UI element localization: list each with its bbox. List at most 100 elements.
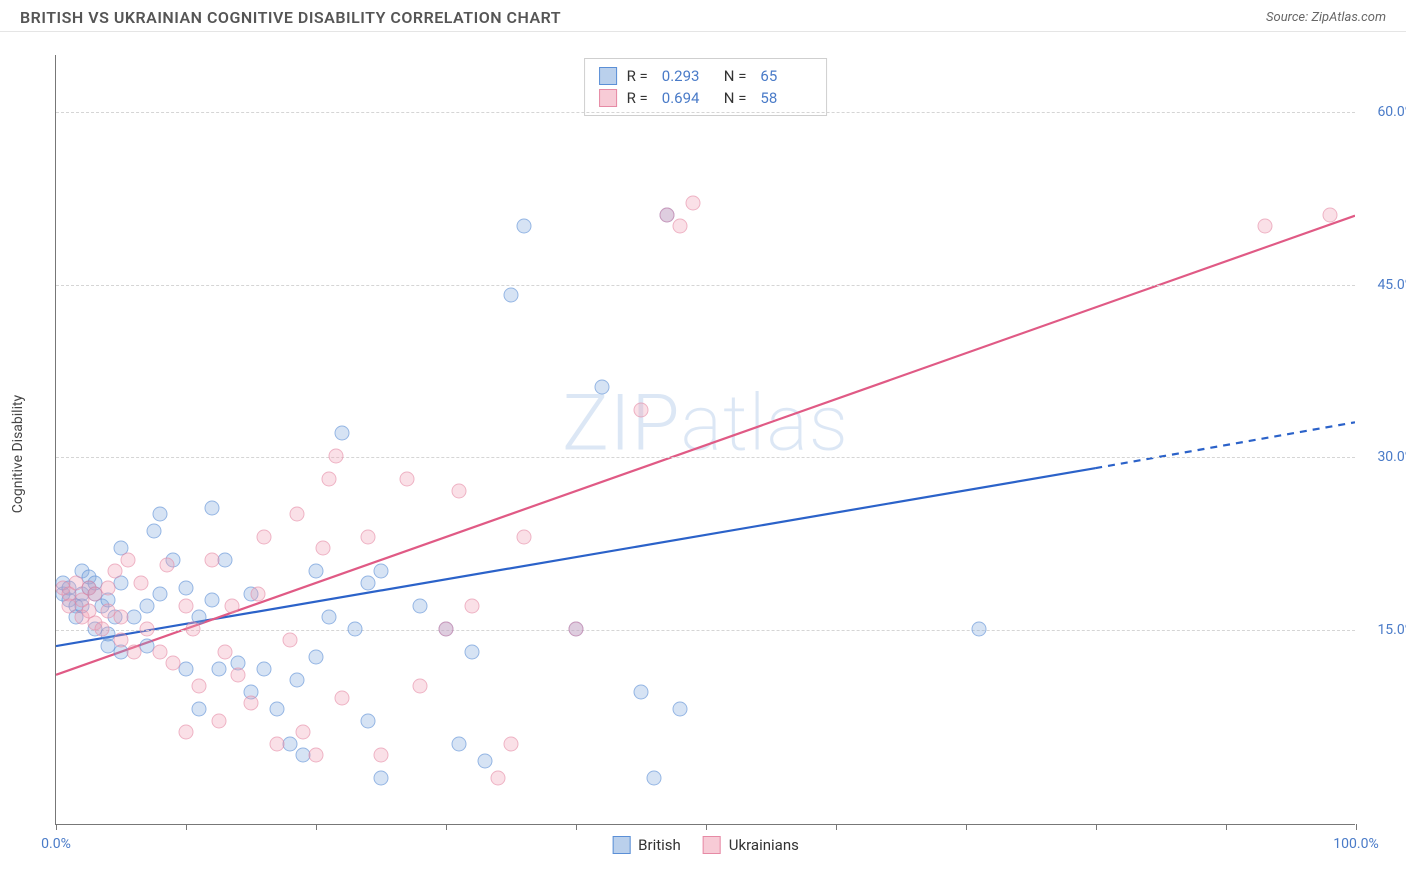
scatter-point <box>348 621 363 636</box>
x-tick <box>1226 824 1227 830</box>
y-axis-label: Cognitive Disability <box>10 395 26 513</box>
x-tick <box>56 824 57 830</box>
scatter-point <box>465 644 480 659</box>
n-value-british: 65 <box>760 67 812 85</box>
scatter-point <box>114 610 129 625</box>
scatter-point <box>504 736 519 751</box>
scatter-point <box>107 564 122 579</box>
scatter-point <box>224 598 239 613</box>
stat-row-british: R = 0.293 N = 65 <box>599 65 813 87</box>
scatter-point <box>413 598 428 613</box>
scatter-point <box>257 529 272 544</box>
scatter-point <box>1323 207 1338 222</box>
y-tick-label: 60.0% <box>1377 104 1406 120</box>
gridline <box>56 630 1355 631</box>
scatter-point <box>94 621 109 636</box>
scatter-point <box>315 541 330 556</box>
scatter-point <box>127 644 142 659</box>
scatter-point <box>159 558 174 573</box>
y-tick-label: 15.0% <box>1377 622 1406 638</box>
y-tick-label: 30.0% <box>1377 449 1406 465</box>
scatter-point <box>634 684 649 699</box>
y-tick-label: 45.0% <box>1377 277 1406 293</box>
scatter-point <box>374 748 389 763</box>
scatter-point <box>127 610 142 625</box>
scatter-point <box>250 587 265 602</box>
gridline <box>56 112 1355 113</box>
scatter-point <box>153 587 168 602</box>
scatter-point <box>647 771 662 786</box>
scatter-point <box>218 644 233 659</box>
x-tick <box>836 824 837 830</box>
chart-source: Source: ZipAtlas.com <box>1266 10 1386 25</box>
scatter-point <box>673 219 688 234</box>
scatter-point <box>166 656 181 671</box>
scatter-point <box>328 449 343 464</box>
scatter-point <box>322 472 337 487</box>
scatter-point <box>211 661 226 676</box>
scatter-point <box>192 679 207 694</box>
scatter-point <box>283 633 298 648</box>
swatch-blue-icon <box>599 67 617 85</box>
scatter-point <box>400 472 415 487</box>
r-value-ukrainians: 0.694 <box>662 89 714 107</box>
scatter-point <box>660 207 675 222</box>
scatter-point <box>335 426 350 441</box>
scatter-point <box>185 621 200 636</box>
scatter-point <box>296 725 311 740</box>
scatter-point <box>120 552 135 567</box>
scatter-point <box>309 650 324 665</box>
scatter-point <box>595 380 610 395</box>
n-label: N = <box>724 89 747 107</box>
scatter-point <box>491 771 506 786</box>
scatter-point <box>244 696 259 711</box>
scatter-point <box>972 621 987 636</box>
scatter-point <box>114 633 129 648</box>
scatter-point <box>283 736 298 751</box>
x-tick <box>706 824 707 830</box>
scatter-point <box>257 661 272 676</box>
chart-title: BRITISH VS UKRAINIAN COGNITIVE DISABILIT… <box>20 8 561 27</box>
scatter-point <box>153 506 168 521</box>
scatter-point <box>413 679 428 694</box>
x-tick <box>576 824 577 830</box>
scatter-point <box>686 196 701 211</box>
scatter-point <box>504 288 519 303</box>
scatter-point <box>335 690 350 705</box>
scatter-point <box>270 702 285 717</box>
legend-item-british: British <box>612 836 681 854</box>
x-tick <box>1096 824 1097 830</box>
scatter-point <box>205 552 220 567</box>
scatter-point <box>146 523 161 538</box>
x-tick-label: 0.0% <box>41 836 71 852</box>
scatter-point <box>634 403 649 418</box>
scatter-chart: ZIPatlas R = 0.293 N = 65 R = 0.694 N = … <box>55 55 1355 825</box>
scatter-point <box>205 592 220 607</box>
x-tick <box>316 824 317 830</box>
scatter-point <box>452 736 467 751</box>
scatter-point <box>192 702 207 717</box>
scatter-point <box>179 725 194 740</box>
n-label: N = <box>724 67 747 85</box>
scatter-point <box>478 753 493 768</box>
gridline <box>56 285 1355 286</box>
r-label: R = <box>627 67 648 85</box>
scatter-point <box>211 713 226 728</box>
scatter-point <box>140 598 155 613</box>
scatter-point <box>569 621 584 636</box>
swatch-blue-icon <box>612 836 630 854</box>
scatter-point <box>101 581 116 596</box>
scatter-point <box>361 713 376 728</box>
x-tick <box>1356 824 1357 830</box>
scatter-point <box>231 667 246 682</box>
trendline-extrapolated <box>1095 422 1355 468</box>
scatter-point <box>289 673 304 688</box>
correlation-stats-box: R = 0.293 N = 65 R = 0.694 N = 58 <box>584 58 828 116</box>
swatch-pink-icon <box>599 89 617 107</box>
x-tick <box>446 824 447 830</box>
legend-bottom: British Ukrainians <box>612 836 799 854</box>
scatter-point <box>452 483 467 498</box>
scatter-point <box>133 575 148 590</box>
scatter-point <box>140 621 155 636</box>
r-label: R = <box>627 89 648 107</box>
